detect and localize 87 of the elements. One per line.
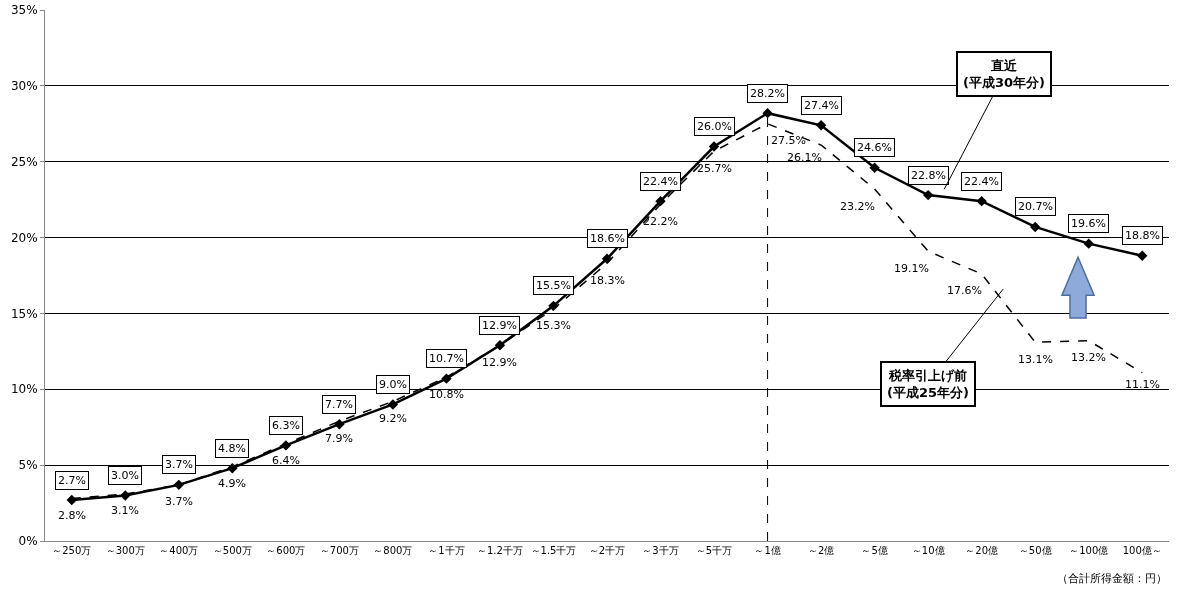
data-label: 26.0% <box>697 120 732 133</box>
data-label: 15.5% <box>536 279 571 292</box>
data-label: 19.1% <box>894 262 929 275</box>
point <box>387 399 399 410</box>
point <box>1137 250 1148 261</box>
data-label: 4.9% <box>218 477 246 490</box>
point <box>120 490 131 501</box>
data-label: 3.7% <box>165 458 193 471</box>
x-tick-label: ～1.2千万 <box>477 545 523 556</box>
x-tick-label: ～2億 <box>807 545 835 556</box>
data-label: 7.7% <box>325 398 353 411</box>
x-tick-label: ～1千万 <box>428 545 465 556</box>
data-label: 4.8% <box>218 442 246 455</box>
point <box>922 189 934 201</box>
data-label: 9.0% <box>379 378 407 391</box>
data-label: 20.7% <box>1018 200 1053 213</box>
data-label: 27.5% <box>771 134 806 147</box>
point <box>815 120 827 131</box>
data-label: 23.2% <box>840 200 875 213</box>
data-label: 22.4% <box>643 175 678 188</box>
y-tick-label: 10% <box>10 382 38 397</box>
data-label: 6.4% <box>272 454 300 467</box>
data-label: 2.7% <box>58 474 86 487</box>
x-tick-label: ～1億 <box>754 545 781 556</box>
y-tick-label: 0% <box>18 534 38 549</box>
data-label: 3.1% <box>111 504 139 517</box>
data-label: 18.3% <box>590 274 625 287</box>
x-tick-label: ～500万 <box>212 545 252 556</box>
data-label: 24.6% <box>857 141 892 154</box>
point <box>1083 238 1094 249</box>
data-label: 22.2% <box>643 215 678 228</box>
data-label: 26.1% <box>787 151 822 164</box>
x-tick-label: ～300万 <box>105 545 145 556</box>
y-tick-label: 35% <box>10 3 38 18</box>
data-label: 22.8% <box>911 169 946 182</box>
x-tick-label: ～20億 <box>965 545 999 556</box>
text: 税率引上げ前 (平成25年分) <box>887 368 969 400</box>
data-label: 17.6% <box>947 284 982 297</box>
y-tick-label: 15% <box>10 306 38 321</box>
data-label: 27.4% <box>804 99 839 112</box>
x-tick-label: ～800万 <box>373 545 413 556</box>
point <box>762 107 773 119</box>
data-label: 10.8% <box>429 388 464 401</box>
data-label: 15.3% <box>536 319 571 332</box>
y-tick-label: 5% <box>18 458 38 473</box>
x-tick-label: ～700万 <box>319 545 359 556</box>
x-tick-label: ～250万 <box>52 545 92 556</box>
data-label: 10.7% <box>429 352 464 365</box>
x-tick-label: ～100億 <box>1069 545 1109 556</box>
point <box>441 373 452 384</box>
data-label: 7.9% <box>325 432 353 445</box>
point <box>708 141 720 152</box>
data-label: 25.7% <box>697 162 732 175</box>
point <box>1029 221 1041 233</box>
y-tick-label: 30% <box>10 79 38 94</box>
point <box>976 195 987 207</box>
data-label: 12.9% <box>482 356 517 369</box>
point <box>869 162 880 173</box>
y-tick-label: 20% <box>10 230 38 245</box>
x-tick-label: ～2千万 <box>588 545 626 556</box>
data-label: 12.9% <box>482 319 517 332</box>
x-tick-label: ～5千万 <box>695 545 733 556</box>
data-label: 28.2% <box>750 87 785 100</box>
text: 直近 (平成30年分) <box>963 58 1045 90</box>
data-label: 6.3% <box>272 419 300 432</box>
x-tick-label: ～5億 <box>861 545 888 556</box>
data-label: 13.2% <box>1071 351 1106 364</box>
data-label: 11.1% <box>1125 378 1160 391</box>
data-label: 18.6% <box>590 232 625 245</box>
x-tick-label: ～50億 <box>1018 545 1052 556</box>
y-tick-label: 25% <box>10 154 38 169</box>
data-label: 19.6% <box>1071 217 1106 230</box>
x-tick-label: ～10億 <box>911 545 945 556</box>
x-tick-label: ～600万 <box>266 545 306 556</box>
point <box>173 479 185 491</box>
data-label: 22.4% <box>964 175 999 188</box>
x-tick-label: ～1.5千万 <box>530 545 577 556</box>
text: （合計所得金額：円） <box>1057 572 1167 585</box>
data-label: 18.8% <box>1125 229 1160 242</box>
x-tick-label: ～3千万 <box>642 545 679 556</box>
data-label: 3.7% <box>165 495 193 508</box>
data-label: 13.1% <box>1018 353 1053 366</box>
x-tick-label: ～400万 <box>159 545 199 556</box>
x-tick-label: 100億～ <box>1122 545 1162 556</box>
data-label: 2.8% <box>58 509 86 522</box>
data-label: 9.2% <box>379 412 407 425</box>
data-label: 3.0% <box>111 469 139 482</box>
